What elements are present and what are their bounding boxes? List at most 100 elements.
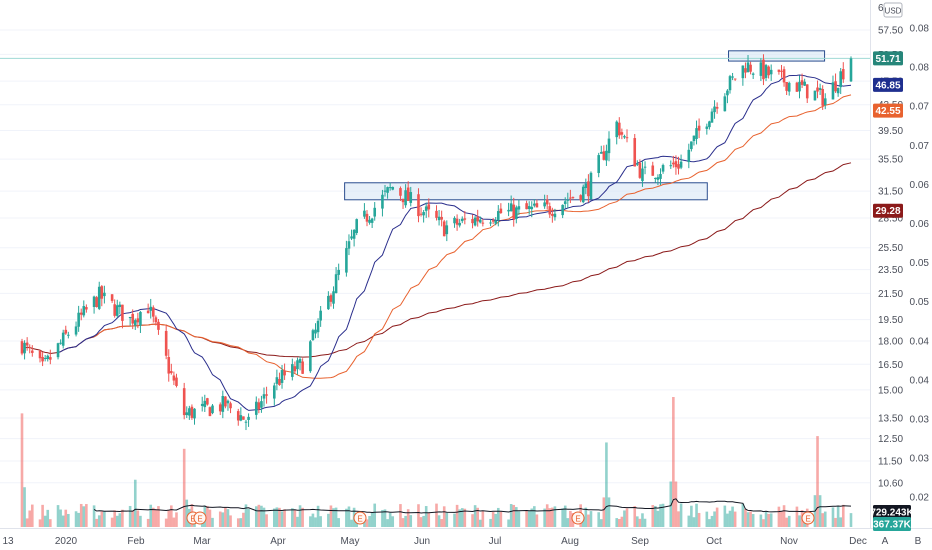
price-axis[interactable]: 10.60 11.50 12.50 13.50 15.00 16.50 18.00 19.50… <box>878 2 903 489</box>
volume-bar <box>319 516 322 527</box>
candle-body <box>489 222 492 224</box>
candle <box>579 194 582 203</box>
volume-bar <box>821 513 824 527</box>
candle-body <box>589 172 593 200</box>
corner-button-a[interactable]: A <box>882 536 889 547</box>
candle-body <box>254 401 258 415</box>
candle-body <box>110 294 114 301</box>
candle <box>823 93 827 110</box>
candle <box>785 81 788 96</box>
corner-button-b[interactable]: B <box>915 536 922 547</box>
candle <box>589 171 593 200</box>
price-tag-box <box>873 103 903 118</box>
candle <box>368 215 371 225</box>
volume-bar <box>61 515 65 527</box>
candle-body <box>651 165 655 176</box>
candle <box>149 298 153 319</box>
candle-body <box>800 80 804 85</box>
volume-bar <box>445 512 449 527</box>
candle <box>787 81 791 96</box>
earnings-marker[interactable]: E <box>801 511 815 525</box>
volume-bar <box>185 499 189 527</box>
volume-bar <box>496 507 500 527</box>
secondary-tick-label: 0.07 <box>910 141 930 152</box>
candle <box>728 74 732 94</box>
candle-body <box>617 122 621 136</box>
volume-bar <box>641 513 644 527</box>
candle <box>800 73 804 89</box>
candle-body <box>164 330 168 356</box>
candle-body <box>831 82 835 100</box>
candle-body <box>690 141 693 150</box>
candle <box>296 357 299 375</box>
volume-bar <box>157 506 160 527</box>
price-tick-label: 12.50 <box>878 434 903 445</box>
candle <box>79 308 83 321</box>
volume-bar <box>787 515 791 527</box>
volume-bar <box>749 511 752 527</box>
time-axis[interactable]: 13 2020 Feb Mar Apr May Jun Jul Aug Sep Oct Nov Dec <box>2 536 866 547</box>
earnings-marker[interactable]: E <box>571 511 585 525</box>
volume-bar <box>499 511 503 527</box>
secondary-tick-label: 0.03 <box>910 454 930 465</box>
candle-body <box>41 356 44 362</box>
candle <box>435 205 438 221</box>
volume-bar <box>242 512 245 527</box>
price-tick-label: 25.50 <box>878 243 903 254</box>
volume-bar <box>311 513 315 527</box>
candle-body <box>64 329 68 334</box>
candle <box>731 72 734 81</box>
candle <box>262 387 266 407</box>
price-tick-label: 39.50 <box>878 126 903 137</box>
candle <box>301 358 304 374</box>
ma-fast-line <box>57 74 852 411</box>
volume-bar <box>46 509 50 527</box>
candle <box>782 66 786 87</box>
volume-bar <box>373 503 377 527</box>
price-tick-label: 16.50 <box>878 360 903 371</box>
candle <box>373 202 377 221</box>
candle-body <box>95 297 98 307</box>
candle-body <box>643 166 647 168</box>
candle <box>692 135 696 146</box>
candle-body <box>733 78 737 80</box>
volume-bar <box>489 518 492 527</box>
volume-bar <box>30 504 34 527</box>
currency-badge-label: USD <box>885 7 902 16</box>
volume-bar <box>581 517 585 527</box>
candle-body <box>507 209 510 212</box>
candle <box>422 210 425 223</box>
candle <box>507 202 510 217</box>
volume-bar <box>236 518 240 527</box>
candle <box>605 144 608 166</box>
candle-body <box>352 229 356 239</box>
candle-body <box>291 364 294 377</box>
volume-bar <box>569 510 572 527</box>
candle <box>417 188 420 223</box>
candle <box>43 355 47 362</box>
volume-bar <box>298 505 302 527</box>
candle <box>525 200 528 210</box>
earnings-marker[interactable]: E <box>193 511 207 525</box>
candle-body <box>242 416 245 420</box>
candle-body <box>79 312 83 315</box>
volume-bar <box>615 518 619 527</box>
candle-body <box>615 121 619 138</box>
resistance-zones[interactable] <box>344 50 826 201</box>
candle-body <box>154 317 158 323</box>
candle <box>746 55 750 73</box>
candle <box>713 100 716 119</box>
volume-bar <box>563 505 567 527</box>
candle-body <box>687 149 691 163</box>
earnings-marker[interactable]: E <box>353 511 367 525</box>
candle-body <box>553 213 557 218</box>
candle-body <box>597 155 600 173</box>
volume-bar <box>275 507 279 527</box>
volume-bar <box>597 512 600 527</box>
volume-bar <box>638 518 642 527</box>
